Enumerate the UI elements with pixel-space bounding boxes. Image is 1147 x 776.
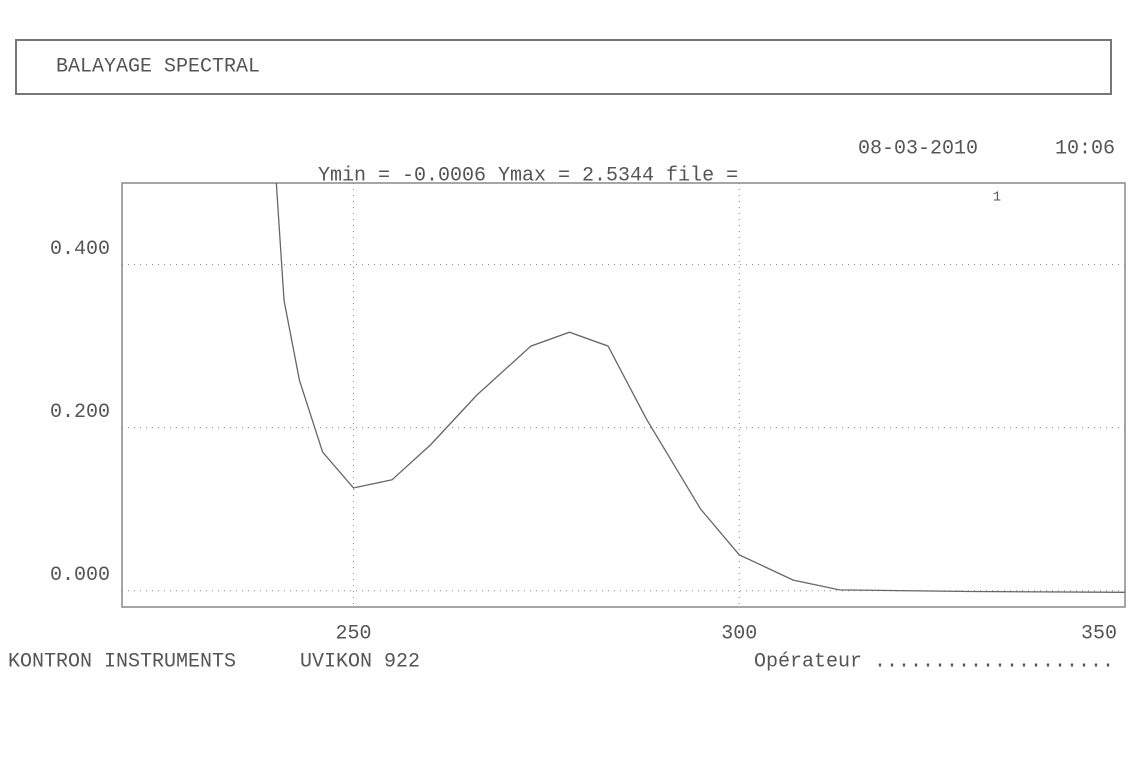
spectrum-line (275, 183, 1125, 593)
y-tick-label: 0.200 (50, 401, 110, 424)
title: BALAYAGE SPECTRAL (56, 55, 260, 78)
maker: KONTRON INSTRUMENTS (8, 650, 236, 673)
y-tick-label: 0.000 (50, 564, 110, 587)
x-tick-label: 250 (335, 622, 371, 645)
curve-label: 1 (993, 190, 1001, 206)
date: 08-03-2010 (858, 137, 978, 160)
model: UVIKON 922 (300, 650, 420, 673)
operator: Opérateur .................... (754, 650, 1114, 673)
y-tick-label: 0.400 (50, 238, 110, 261)
plot-frame (121, 182, 1126, 608)
x-tick-label: 350 (1081, 622, 1117, 645)
x-tick-label: 300 (721, 622, 757, 645)
subtitle: Ymin = -0.0006 Ymax = 2.5344 file = (318, 164, 738, 187)
title-box (15, 39, 1112, 95)
time: 10:06 (1055, 137, 1115, 160)
